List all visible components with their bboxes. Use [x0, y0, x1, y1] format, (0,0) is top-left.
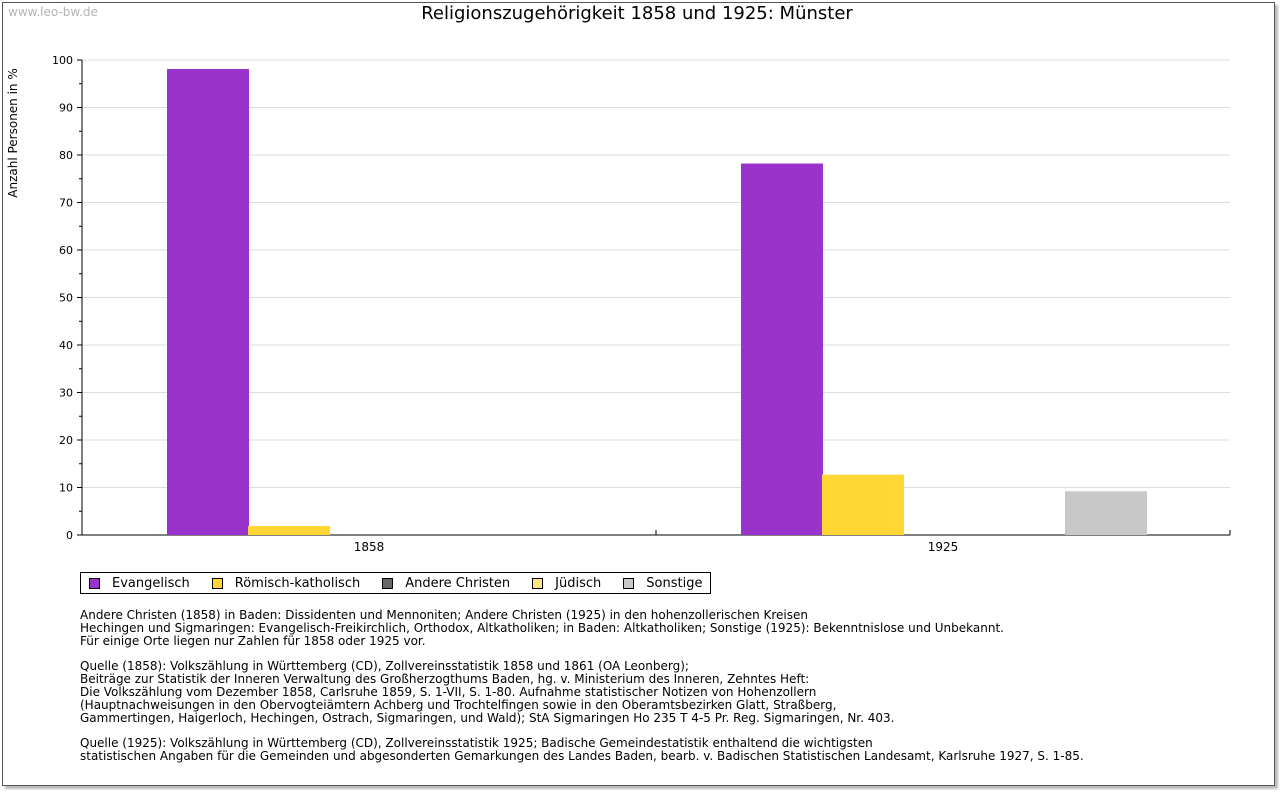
- legend: Evangelisch Römisch-katholisch Andere Chri…: [80, 572, 712, 594]
- note-line: Für einige Orte liegen nur Zahlen für 18…: [80, 634, 426, 649]
- y-tick-label: 0: [66, 529, 73, 542]
- y-tick-label: 40: [59, 339, 73, 352]
- watermark: www.leo-bw.de: [8, 5, 98, 19]
- legend-item: Römisch-katholisch: [211, 575, 361, 591]
- legend-item: Jüdisch: [532, 576, 601, 591]
- y-tick-label: 50: [59, 292, 73, 305]
- bar-r-misch-katholisch: [248, 525, 330, 535]
- y-tick-label: 100: [52, 54, 73, 67]
- legend-item: Andere Christen: [382, 576, 510, 591]
- legend-label: Evangelisch: [112, 575, 190, 591]
- note-line: Hechingen und Sigmaringen: Evangelisch-F…: [80, 621, 1004, 636]
- legend-swatch: [211, 577, 223, 589]
- y-tick-label: 30: [59, 387, 73, 400]
- chart-title: Religionszugehörigkeit 1858 und 1925: Mü…: [421, 3, 853, 24]
- legend-item: Sonstige: [623, 576, 702, 591]
- legend-swatch: [532, 577, 544, 589]
- y-tick-label: 10: [59, 482, 73, 495]
- note-paragraph: Quelle (1858): Volkszählung in Württembe…: [80, 658, 1084, 726]
- x-tick-label: 1858: [354, 540, 385, 554]
- note-line: (Hauptnachweisungen in den Obervogteiämt…: [80, 698, 837, 713]
- note-line: Gammertingen, Haigerloch, Hechingen, Ost…: [80, 711, 895, 726]
- bar-r-misch-katholisch: [822, 474, 904, 535]
- bar-evangelisch: [741, 163, 823, 536]
- bar-sonstige: [1065, 491, 1147, 535]
- legend-swatch: [89, 577, 100, 589]
- note-paragraph: Quelle (1925): Volkszählung in Württembe…: [80, 735, 1084, 763]
- y-axis-label: Anzahl Personen in %: [6, 68, 20, 198]
- legend-swatch: [382, 577, 394, 589]
- notes: Andere Christen (1858) in Baden: Disside…: [80, 608, 1084, 774]
- y-tick-label: 70: [59, 197, 73, 210]
- x-tick-label: 1925: [928, 540, 959, 554]
- note-line: Quelle (1858): Volkszählung in Württembe…: [80, 658, 689, 673]
- note-line: Quelle (1925): Volkszählung in Württembe…: [80, 735, 873, 750]
- legend-label: Andere Christen: [405, 575, 511, 591]
- y-tick-label: 80: [59, 149, 73, 162]
- bar-evangelisch: [167, 69, 249, 536]
- note-line: Die Volkszählung vom Dezember 1858, Carl…: [80, 685, 817, 700]
- legend-label: Römisch-katholisch: [234, 575, 361, 591]
- legend-swatch: [623, 577, 635, 589]
- y-tick-label: 60: [59, 244, 73, 257]
- legend-label: Sonstige: [646, 575, 703, 591]
- note-paragraph: Andere Christen (1858) in Baden: Disside…: [80, 608, 1084, 649]
- note-line: Beiträge zur Statistik der Inneren Verwa…: [80, 671, 810, 686]
- note-line: statistischen Angaben für die Gemeinden …: [80, 748, 1084, 763]
- y-tick-label: 90: [59, 102, 73, 115]
- legend-label: Jüdisch: [555, 575, 602, 591]
- note-line: Andere Christen (1858) in Baden: Disside…: [80, 608, 808, 622]
- legend-item: Evangelisch: [89, 576, 190, 591]
- bar-chart: 0 10 20 30 40 50 60 70 80 90 100 Anzahl Personen in…: [6, 54, 1231, 554]
- y-tick-label: 20: [59, 434, 73, 447]
